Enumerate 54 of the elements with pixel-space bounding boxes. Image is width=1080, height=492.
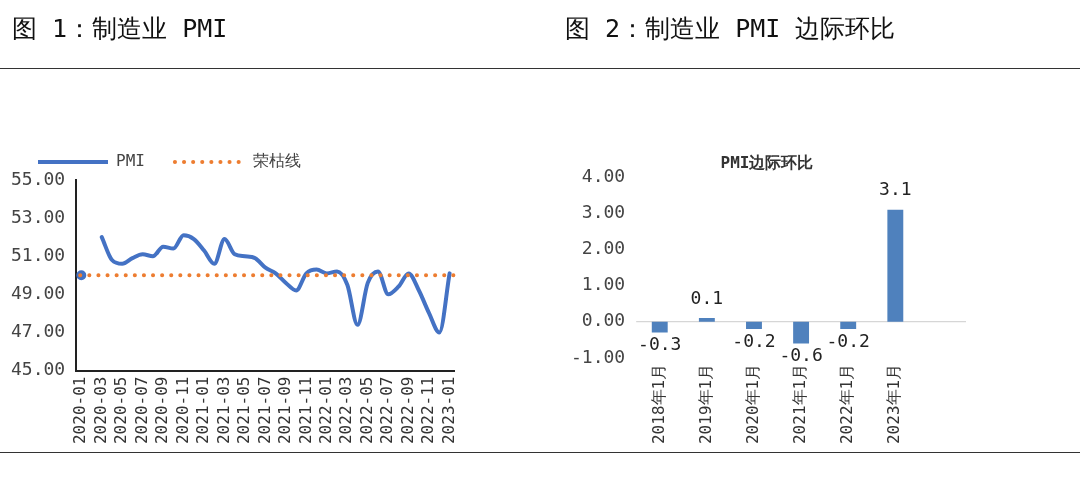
data-label: -0.2 — [826, 329, 870, 351]
x-tick-label: 2021-09 — [275, 376, 295, 445]
x-tick-label: 2022-01 — [316, 376, 335, 445]
x-tick-label: 2018年1月 — [648, 363, 668, 445]
x-tick-label: 2021-07 — [254, 376, 274, 445]
y-tick-label: 55.00 — [11, 167, 66, 189]
x-tick-label: 2022年1月 — [837, 363, 857, 445]
x-tick-label: 2020-05 — [111, 376, 131, 445]
x-tick-label: 2021年1月 — [790, 363, 810, 445]
data-label: 0.1 — [690, 286, 724, 308]
x-tick-label: 2021-01 — [193, 376, 213, 445]
x-tick-label: 2021-05 — [234, 376, 254, 445]
y-tick-label: 47.00 — [11, 320, 66, 342]
y-tick-label: 2.00 — [581, 237, 626, 259]
data-label: 3.1 — [879, 178, 912, 200]
bar — [651, 321, 668, 333]
y-tick-label: 49.00 — [11, 282, 66, 304]
x-tick-label: 2022-03 — [336, 376, 356, 445]
y-tick-label: 0.00 — [581, 309, 626, 331]
y-tick-label: 3.00 — [581, 201, 626, 222]
x-tick-label: 2023年1月 — [884, 363, 904, 445]
bar — [793, 321, 810, 344]
y-tick-label: 51.00 — [11, 243, 66, 265]
bar — [840, 321, 857, 329]
y-tick-label: 45.00 — [11, 358, 66, 380]
chart-title: 图 2：制造业 PMI 边际环比 — [565, 13, 896, 45]
data-label: -0.3 — [638, 333, 682, 355]
y-tick-label: -1.00 — [571, 345, 626, 367]
x-tick-label: 2020年1月 — [743, 363, 763, 445]
x-tick-label: 2021-03 — [213, 376, 233, 445]
legend-label: 荣枯线 — [252, 151, 301, 171]
legend-label: PMI — [116, 151, 145, 171]
chart-title: 图 1：制造业 PMI — [12, 13, 228, 45]
x-tick-label: 2022-05 — [356, 376, 376, 445]
chart-subtitle: PMI边际环比 — [720, 152, 814, 172]
x-tick-label: 2023-01 — [438, 376, 458, 445]
y-tick-label: 53.00 — [11, 205, 66, 227]
y-tick-label: 1.00 — [581, 273, 626, 295]
x-tick-label: 2020-03 — [90, 376, 110, 445]
x-tick-label: 2020-11 — [172, 376, 192, 445]
bar — [698, 318, 715, 322]
bar — [746, 321, 762, 329]
x-tick-label: 2020-01 — [70, 376, 90, 445]
y-tick-label: 4.00 — [581, 164, 626, 186]
bar — [887, 209, 904, 322]
x-tick-label: 2022-09 — [397, 376, 417, 445]
x-tick-label: 2022-11 — [418, 376, 438, 445]
x-tick-label: 2020-07 — [131, 376, 151, 445]
x-tick-label: 2021-11 — [295, 376, 315, 445]
data-label: -0.2 — [732, 329, 776, 351]
data-label: -0.6 — [779, 344, 823, 366]
x-tick-label: 2019年1月 — [696, 363, 716, 445]
x-tick-label: 2022-07 — [377, 376, 397, 445]
x-tick-label: 2020-09 — [152, 376, 172, 445]
